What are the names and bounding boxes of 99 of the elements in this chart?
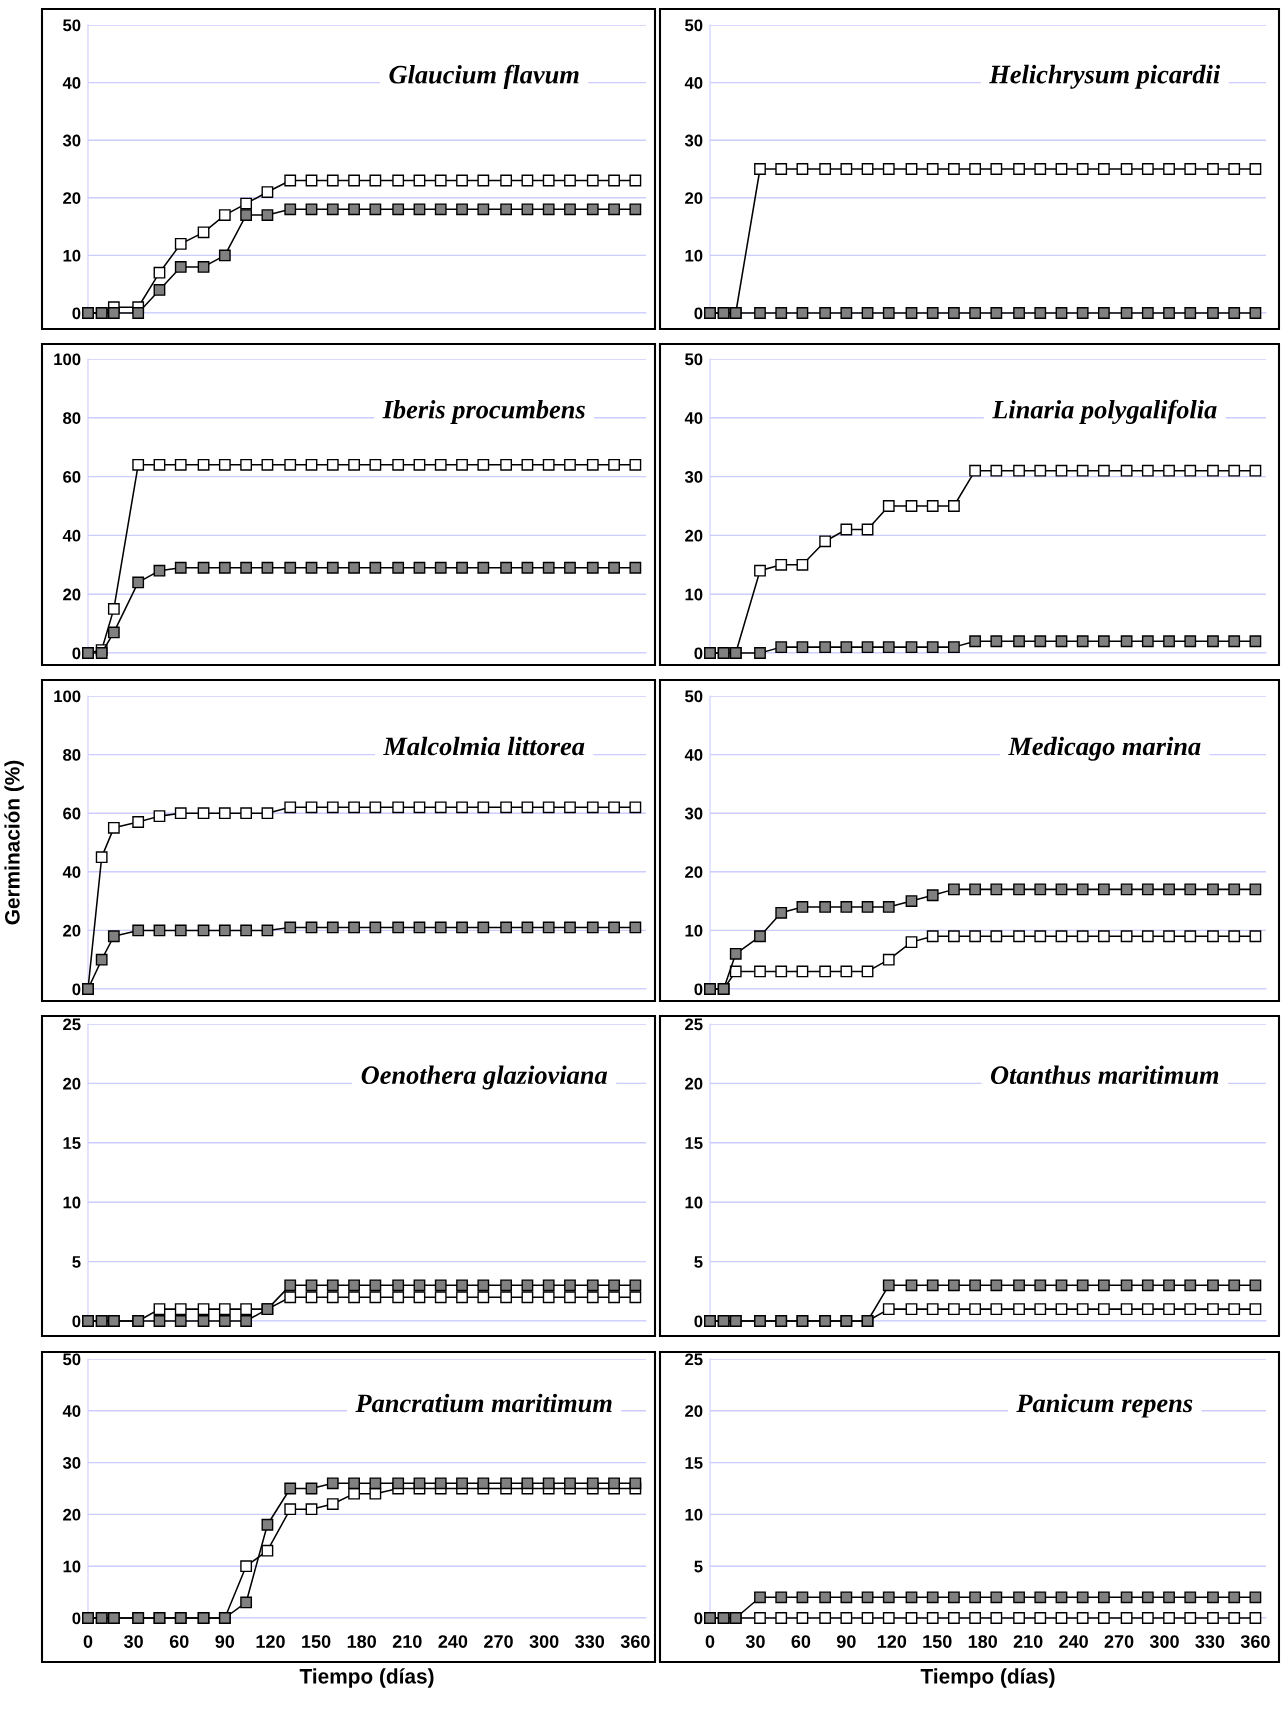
y-tick-label: 10 — [685, 588, 703, 601]
y-tick-label: 10 — [63, 249, 81, 262]
x-tick-label: 270 — [1104, 1635, 1134, 1648]
y-tick-label: 20 — [63, 588, 81, 601]
y-tick-label: 40 — [684, 412, 703, 424]
y-tick-label: 0 — [694, 983, 703, 996]
y-tick-label: 50 — [685, 19, 703, 32]
y-tick-label: 10 — [63, 1196, 81, 1209]
y-tick-label: 50 — [63, 19, 81, 32]
y-tick-label: 0 — [694, 647, 703, 660]
y-tick-label: 15 — [685, 1137, 703, 1149]
x-tick-label: 210 — [392, 1635, 422, 1648]
y-tick-label: 30 — [684, 134, 703, 147]
y-tick-label: 40 — [62, 866, 81, 878]
y-tick-label: 20 — [63, 1077, 81, 1090]
x-tick-label: 60 — [169, 1635, 189, 1648]
y-tick-label: 15 — [63, 1137, 81, 1149]
y-tick-label: 20 — [685, 192, 703, 204]
x-tick-label: 90 — [215, 1635, 235, 1648]
y-tick-label: 30 — [684, 807, 703, 820]
x-tick-label: 150 — [302, 1635, 331, 1648]
y-tick-label: 0 — [72, 1315, 81, 1328]
text: Otanthus maritimum — [990, 1065, 1219, 1085]
x-tick-label: 300 — [1149, 1635, 1179, 1648]
text: Panicum repens — [1016, 1393, 1193, 1418]
x-tick-label: 120 — [256, 1635, 285, 1648]
y-tick-label: 0 — [694, 1315, 703, 1328]
y-tick-label: 40 — [62, 1405, 81, 1417]
y-tick-label: 5 — [694, 1256, 703, 1268]
x-tick-label: 180 — [347, 1635, 376, 1648]
y-tick-label: 10 — [685, 1196, 703, 1209]
x-tick-label: 210 — [1013, 1635, 1043, 1648]
y-tick-label: 30 — [62, 1457, 81, 1469]
y-tick-label: 60 — [63, 471, 81, 483]
y-tick-label: 40 — [684, 749, 703, 761]
y-axis-title: Germinación (%) — [4, 760, 24, 925]
x-tick-label: 330 — [575, 1635, 605, 1648]
y-tick-label: 5 — [694, 1560, 703, 1573]
y-tick-label: 30 — [62, 134, 81, 147]
x-tick-label: 120 — [877, 1635, 907, 1648]
x-tick-label: 270 — [484, 1635, 513, 1648]
y-tick-label: 0 — [72, 307, 81, 320]
y-tick-label: 100 — [54, 690, 81, 703]
x-tick-label: 0 — [83, 1635, 93, 1648]
y-tick-label: 0 — [72, 1612, 81, 1625]
y-tick-label: 60 — [63, 807, 81, 820]
text: Medicago marina — [1008, 736, 1201, 761]
y-tick-label: 10 — [685, 249, 703, 262]
x-tick-label: 60 — [791, 1635, 811, 1648]
y-tick-label: 30 — [684, 471, 703, 483]
text: Linaria polygalifolia — [992, 399, 1217, 425]
text: Pancratium maritimum — [355, 1393, 612, 1413]
y-tick-label: 20 — [685, 1405, 703, 1417]
y-tick-label: 0 — [694, 307, 703, 320]
x-tick-label: 360 — [1240, 1635, 1270, 1648]
y-tick-label: 50 — [685, 690, 703, 703]
x-tick-label: 240 — [1059, 1635, 1088, 1648]
x-tick-label: 180 — [968, 1635, 998, 1648]
y-tick-label: 20 — [685, 529, 703, 542]
y-tick-label: 0 — [694, 1612, 703, 1625]
x-tick-label: 360 — [620, 1635, 650, 1648]
y-tick-label: 15 — [685, 1457, 703, 1469]
text: Helichrysum picardii — [989, 64, 1221, 89]
y-tick-label: 80 — [63, 412, 81, 424]
x-tick-label: 30 — [123, 1635, 143, 1648]
x-tick-label: 0 — [705, 1635, 715, 1648]
y-tick-label: 25 — [685, 1353, 703, 1366]
x-axis-title: Tiempo (días) — [299, 1668, 434, 1688]
y-tick-label: 0 — [72, 983, 81, 996]
x-tick-label: 90 — [836, 1635, 856, 1648]
y-tick-label: 25 — [685, 1018, 703, 1031]
y-tick-label: 100 — [54, 353, 81, 366]
y-tick-label: 20 — [63, 1508, 81, 1521]
text: Glaucium flavum — [389, 64, 579, 89]
text: Oenothera glazioviana — [361, 1065, 608, 1090]
x-tick-label: 240 — [438, 1635, 468, 1648]
text: Iberis procumbens — [382, 399, 585, 424]
y-tick-label: 25 — [63, 1018, 81, 1031]
y-tick-label: 20 — [685, 866, 703, 878]
y-tick-label: 40 — [684, 77, 703, 89]
y-tick-label: 0 — [72, 647, 81, 660]
y-tick-label: 50 — [63, 1353, 81, 1366]
y-tick-label: 50 — [685, 353, 703, 366]
y-tick-label: 20 — [63, 192, 81, 204]
y-tick-label: 80 — [63, 749, 81, 761]
y-tick-label: 10 — [685, 924, 703, 937]
x-tick-label: 30 — [745, 1635, 765, 1648]
y-tick-label: 40 — [62, 529, 81, 542]
y-tick-label: 20 — [685, 1077, 703, 1090]
x-tick-label: 300 — [529, 1635, 559, 1648]
y-tick-label: 10 — [685, 1508, 703, 1521]
y-tick-label: 10 — [63, 1560, 81, 1573]
y-tick-label: 20 — [63, 924, 81, 937]
y-tick-label: 5 — [72, 1256, 81, 1268]
x-tick-label: 150 — [923, 1635, 952, 1648]
x-axis-title: Tiempo (días) — [920, 1668, 1055, 1688]
text: Malcolmia littorea — [383, 736, 585, 756]
x-tick-label: 330 — [1195, 1635, 1225, 1648]
y-tick-label: 40 — [62, 77, 81, 89]
